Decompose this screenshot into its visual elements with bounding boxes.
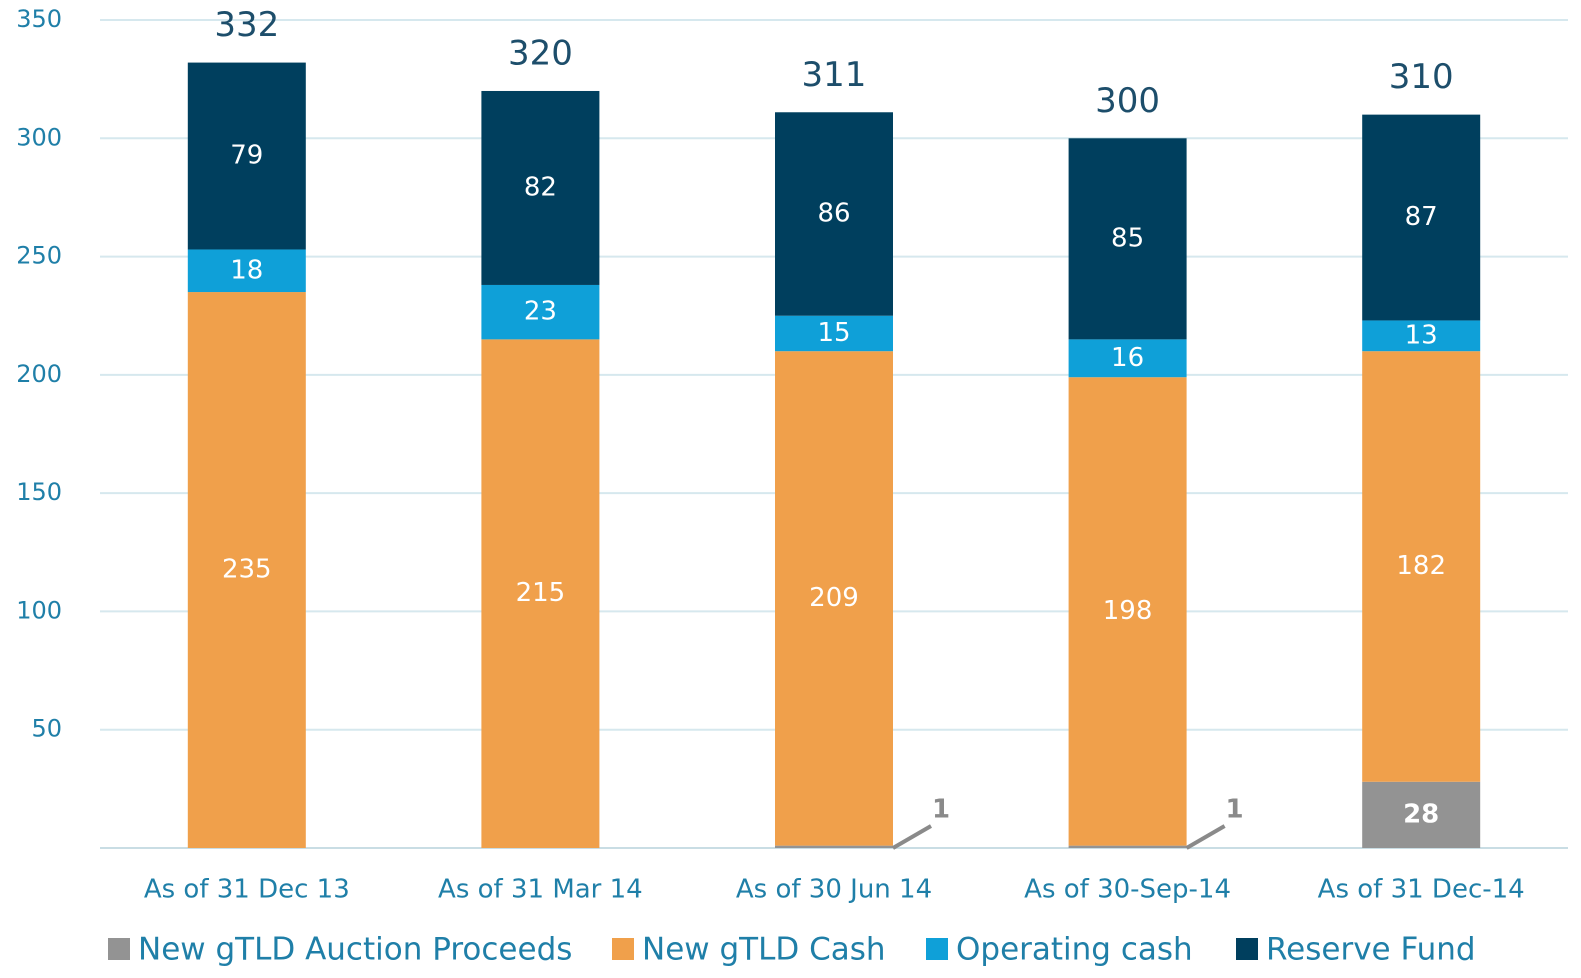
bar-segment (1068, 377, 1187, 846)
data-label: 215 (516, 578, 566, 608)
data-label: 18 (230, 255, 263, 285)
bar-segment (481, 339, 600, 848)
y-tick-label: 50 (31, 715, 62, 743)
bar-segment (481, 284, 600, 340)
data-label: 28 (1403, 799, 1439, 829)
legend-label: Operating cash (956, 932, 1193, 968)
y-tick-label: 200 (16, 360, 62, 388)
bar-segment (775, 351, 893, 846)
total-label: 320 (508, 33, 573, 73)
bar-segment (187, 292, 306, 848)
legend-swatch (926, 938, 948, 960)
data-label: 86 (817, 198, 850, 228)
bar-segment (775, 315, 893, 352)
data-label: 198 (1103, 596, 1153, 626)
total-label: 310 (1389, 57, 1454, 97)
total-label: 300 (1095, 81, 1160, 121)
bar-segment (1068, 138, 1187, 340)
x-tick-label: As of 31 Dec 13 (144, 875, 350, 905)
data-label: 209 (809, 583, 859, 613)
y-tick-label: 250 (16, 242, 62, 270)
total-label: 332 (214, 5, 279, 45)
legend-swatch (612, 938, 634, 960)
data-label: 79 (230, 141, 263, 171)
leader-line (1185, 824, 1226, 850)
x-tick-label: As of 30 Jun 14 (736, 875, 932, 905)
data-label: 23 (524, 297, 557, 327)
data-label: 182 (1396, 551, 1446, 581)
y-tick-label: 100 (16, 596, 62, 624)
bar-segment (1362, 320, 1481, 352)
y-tick-label: 350 (16, 5, 62, 33)
bar-segment (1362, 351, 1481, 782)
legend-label: Reserve Fund (1266, 932, 1476, 968)
bar-segment (187, 62, 306, 250)
bar-segment (481, 90, 600, 285)
total-label: 311 (802, 55, 867, 95)
bar-segment (775, 112, 893, 316)
y-tick-label: 300 (16, 123, 62, 151)
bar-segment (775, 845, 893, 848)
data-label: 13 (1405, 320, 1438, 350)
x-tick-label: As of 30-Sep-14 (1024, 875, 1231, 905)
data-label: 82 (524, 172, 557, 202)
bar-segment (1362, 781, 1481, 848)
data-label: 1 (932, 795, 950, 825)
data-label: 235 (222, 555, 272, 585)
legend-label: New gTLD Cash (642, 932, 886, 968)
legend-swatch (1236, 938, 1258, 960)
data-label: 16 (1111, 343, 1144, 373)
x-tick-label: As of 31 Dec-14 (1318, 875, 1525, 905)
data-label: 85 (1111, 223, 1144, 253)
leader-line (891, 824, 933, 850)
data-label: 15 (817, 318, 850, 348)
data-label: 1 (1226, 795, 1244, 825)
data-label: 87 (1405, 202, 1438, 232)
y-tick-label: 150 (16, 478, 62, 506)
legend-label: New gTLD Auction Proceeds (138, 932, 572, 968)
bar-segment (1068, 845, 1187, 848)
legend-swatch (108, 938, 130, 960)
x-tick-label: As of 31 Mar 14 (438, 875, 643, 905)
bar-segment (1362, 114, 1481, 321)
bar-segment (187, 249, 306, 293)
bar-segment (1068, 339, 1187, 378)
